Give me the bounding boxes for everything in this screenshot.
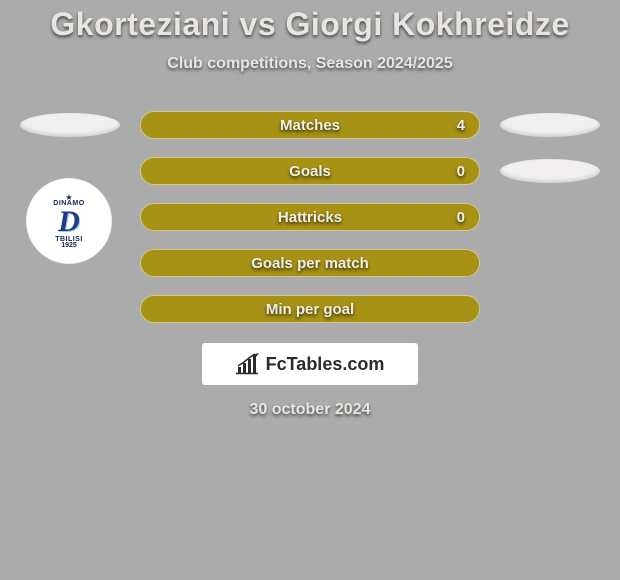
club-badge-dinamo-tbilisi: ★ DINAMO D TBILISI 1925 bbox=[26, 178, 112, 264]
stat-bar: Goals per match bbox=[140, 249, 480, 277]
stat-row: Goals 0 bbox=[0, 157, 620, 185]
left-slot bbox=[20, 111, 120, 139]
stat-row: Min per goal bbox=[0, 295, 620, 323]
stat-label: Matches bbox=[280, 117, 340, 134]
right-slot bbox=[500, 295, 600, 323]
stat-bar: Min per goal bbox=[140, 295, 480, 323]
player-ellipse-right bbox=[500, 113, 600, 137]
club-badge-year: 1925 bbox=[61, 242, 77, 249]
stat-bar: Matches 4 bbox=[140, 111, 480, 139]
page-title: Gkorteziani vs Giorgi Kokhreidze bbox=[0, 0, 620, 43]
subtitle: Club competitions, Season 2024/2025 bbox=[0, 55, 620, 73]
stat-bar: Goals 0 bbox=[140, 157, 480, 185]
left-slot bbox=[20, 295, 120, 323]
right-slot bbox=[500, 203, 600, 231]
stat-label: Min per goal bbox=[266, 301, 354, 318]
stat-row: Matches 4 bbox=[0, 111, 620, 139]
stat-value: 0 bbox=[457, 163, 465, 180]
bar-chart-icon bbox=[236, 353, 262, 375]
stat-label: Goals per match bbox=[251, 255, 369, 272]
stat-label: Goals bbox=[289, 163, 331, 180]
stat-bar: Hattricks 0 bbox=[140, 203, 480, 231]
stat-value: 4 bbox=[457, 117, 465, 134]
club-badge-letter: D bbox=[58, 208, 80, 235]
brand-box: FcTables.com bbox=[202, 343, 418, 385]
brand-text: FcTables.com bbox=[266, 354, 385, 375]
player-ellipse-right bbox=[500, 159, 600, 183]
right-slot bbox=[500, 249, 600, 277]
right-slot bbox=[500, 111, 600, 139]
stat-label: Hattricks bbox=[278, 209, 342, 226]
stat-value: 0 bbox=[457, 209, 465, 226]
player-ellipse-left bbox=[20, 113, 120, 137]
comparison-card: Gkorteziani vs Giorgi Kokhreidze Club co… bbox=[0, 0, 620, 580]
right-slot bbox=[500, 157, 600, 185]
date-text: 30 october 2024 bbox=[0, 401, 620, 419]
